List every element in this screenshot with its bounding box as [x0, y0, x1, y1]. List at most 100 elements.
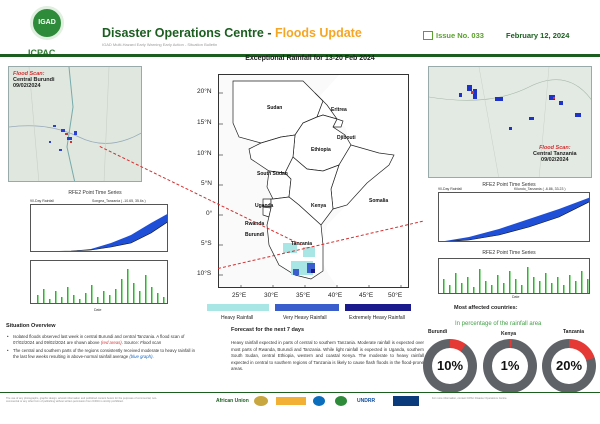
- footer-divider: [0, 392, 600, 393]
- scan-area: Central Tanzania: [533, 151, 577, 157]
- scan-label-burundi: Flood Scan: Central Burundi 09/02/2024: [13, 71, 55, 89]
- affected-subtitle: In percentage of the rainfall area: [455, 321, 542, 327]
- label-rwanda: Rwanda: [245, 221, 265, 227]
- label-south-sudan: South Sudan: [257, 171, 288, 177]
- burundi-scan-image: [9, 67, 141, 181]
- title-highlight: Floods Update: [274, 26, 362, 40]
- scan-date: 09/02/2024: [541, 157, 569, 163]
- country-name-burundi: Burundi: [428, 329, 448, 335]
- partner-emblem-icon: [335, 396, 347, 406]
- label-kenya: Kenya: [311, 203, 327, 209]
- label-burundi: Burundi: [245, 232, 265, 238]
- donut-kenya: 1%: [483, 339, 537, 393]
- situation-title: Situation Overview: [6, 323, 56, 329]
- country-name-kenya: Kenya: [501, 331, 517, 337]
- situation-list: Isolated floods observed last week in ce…: [6, 334, 202, 361]
- logo-text: IGAD: [38, 19, 56, 26]
- source-text: Flood scan: [140, 340, 162, 346]
- donut-burundi: 10%: [423, 339, 477, 393]
- legend-heavy-swatch: [207, 304, 269, 311]
- map-legend: Heavy Rainfall Very Heavy Rainfall Extre…: [207, 304, 411, 321]
- lat-label: 10°S: [197, 270, 212, 277]
- footer-contact: For more information, contact ICPAC Disa…: [432, 397, 508, 400]
- igad-logo: IGAD: [30, 6, 64, 40]
- legend-very-heavy-label: Very Heavy Rainfall: [283, 315, 327, 321]
- rfe2-time-series-left: RFE2 Point Time Series 90-Day Rainfall S…: [20, 190, 170, 318]
- partner-undrr: UNDRR: [357, 398, 376, 404]
- rainfall-areas: [283, 243, 315, 275]
- bulletin-icon: [423, 31, 433, 40]
- rfe-title-lower: RFE2 Point Time Series: [482, 250, 536, 256]
- header-divider: [0, 54, 600, 57]
- page-subtitle: IGAD Multi-Hazard Early Warning Early Ac…: [102, 42, 218, 47]
- region-outline-map: [219, 75, 408, 287]
- bullet-text: Isolated floods observed last week in ce…: [13, 334, 185, 346]
- scan-area: Central Burundi: [13, 77, 55, 83]
- rfe-sub-left: 90-Day Rainfall: [438, 187, 462, 191]
- rfe-x-label: Date: [94, 308, 102, 312]
- page-title: Disaster Operations Centre - Floods Upda…: [102, 26, 362, 40]
- issue-date: February 12, 2024: [506, 31, 570, 40]
- donut-tanzania: 20%: [542, 339, 596, 393]
- lat-label: 5°N: [201, 180, 212, 187]
- tanzania-scan-image: [429, 67, 591, 177]
- affected-title: Most affected countries:: [454, 305, 518, 311]
- accumulation-plot: [58, 214, 167, 251]
- rfe2-time-series-right: RFE2 Point Time Series 90-Day Rainfall K…: [426, 182, 592, 300]
- partner-african-union: African Union: [216, 398, 249, 404]
- blue-graph-note: (blue graph): [129, 353, 153, 359]
- situation-bullet-1: Isolated floods observed last week in ce…: [6, 334, 202, 347]
- red-areas-note: (red areas): [100, 340, 122, 346]
- rfe-title: RFE2 Point Time Series: [482, 182, 536, 188]
- label-tanzania: Tanzania: [291, 241, 313, 247]
- legend-heavy-label: Heavy Rainfall: [221, 315, 254, 321]
- rfe-sub-left: 90-Day Rainfall: [30, 199, 54, 203]
- bullet-text: .: [152, 353, 154, 359]
- forecast-body: Heavy rainfall expected in parts of cent…: [231, 340, 424, 372]
- legend-extreme-label: Extremely Heavy Rainfall: [349, 315, 405, 321]
- lon-label: 40°E: [328, 292, 343, 299]
- map-title: Exceptional Rainfall for 13-20 Feb 2024: [245, 55, 375, 62]
- scan-title: Flood Scan:: [539, 145, 571, 151]
- rfe-sub-right: Songea_Tanzania ( -10.65, 35.6s ): [92, 199, 146, 203]
- label-sudan: Sudan: [267, 105, 283, 111]
- flood-scan-burundi-map: Flood Scan: Central Burundi 09/02/2024: [8, 66, 142, 182]
- footer-note: The use of any photographs, graphic desi…: [6, 397, 158, 404]
- lon-label: 50°E: [388, 292, 403, 299]
- daily-plot: [443, 267, 589, 293]
- un-emblem-icon: [313, 396, 325, 406]
- daily-rainfall-chart: [438, 258, 590, 294]
- accumulation-chart: [438, 192, 590, 242]
- bullet-text: . Source:: [121, 340, 141, 346]
- title-main: Disaster Operations Centre: [102, 26, 264, 40]
- daily-plot: [37, 269, 165, 303]
- lat-label: 20°N: [197, 88, 212, 95]
- eu-flag-icon: [393, 396, 419, 406]
- lon-label: 25°E: [232, 292, 247, 299]
- daily-rainfall-chart: [30, 260, 168, 304]
- issue-number: Issue No. 033: [436, 31, 484, 40]
- lon-label: 30°E: [264, 292, 279, 299]
- country-name-tanzania: Tanzania: [563, 329, 585, 335]
- forecast-title: Forecast for the next 7 days: [231, 327, 305, 333]
- label-somalia: Somalia: [369, 198, 389, 204]
- title-separator: -: [263, 26, 275, 40]
- lat-label: 5°S: [201, 240, 212, 247]
- scan-title: Flood Scan:: [13, 71, 45, 77]
- scan-label-tanzania: Flood Scan: Central Tanzania 09/02/2024: [533, 145, 577, 163]
- lat-label: 15°N: [197, 119, 212, 126]
- lat-label: 0°: [206, 210, 213, 217]
- rainfall-map: Sudan Eritrea Djibouti Ethiopia South Su…: [218, 74, 409, 288]
- au-emblem-icon: [254, 396, 268, 406]
- rfe-x-label: Date: [512, 295, 520, 299]
- lon-label: 45°E: [359, 292, 374, 299]
- rfe-sub-right: Kilundo_Tanzania ( -6.86, 33.23 ): [514, 187, 566, 191]
- situation-bullet-2: The central and southern parts of the re…: [6, 348, 202, 361]
- org-name: ICPAC: [28, 48, 56, 58]
- accumulation-chart: [30, 204, 168, 252]
- legend-extreme-swatch: [345, 304, 411, 311]
- label-djibouti: Djibouti: [337, 135, 356, 141]
- pct-tanzania: 20%: [551, 348, 587, 384]
- label-ethiopia: Ethiopia: [311, 147, 331, 153]
- accumulation-plot: [445, 197, 589, 241]
